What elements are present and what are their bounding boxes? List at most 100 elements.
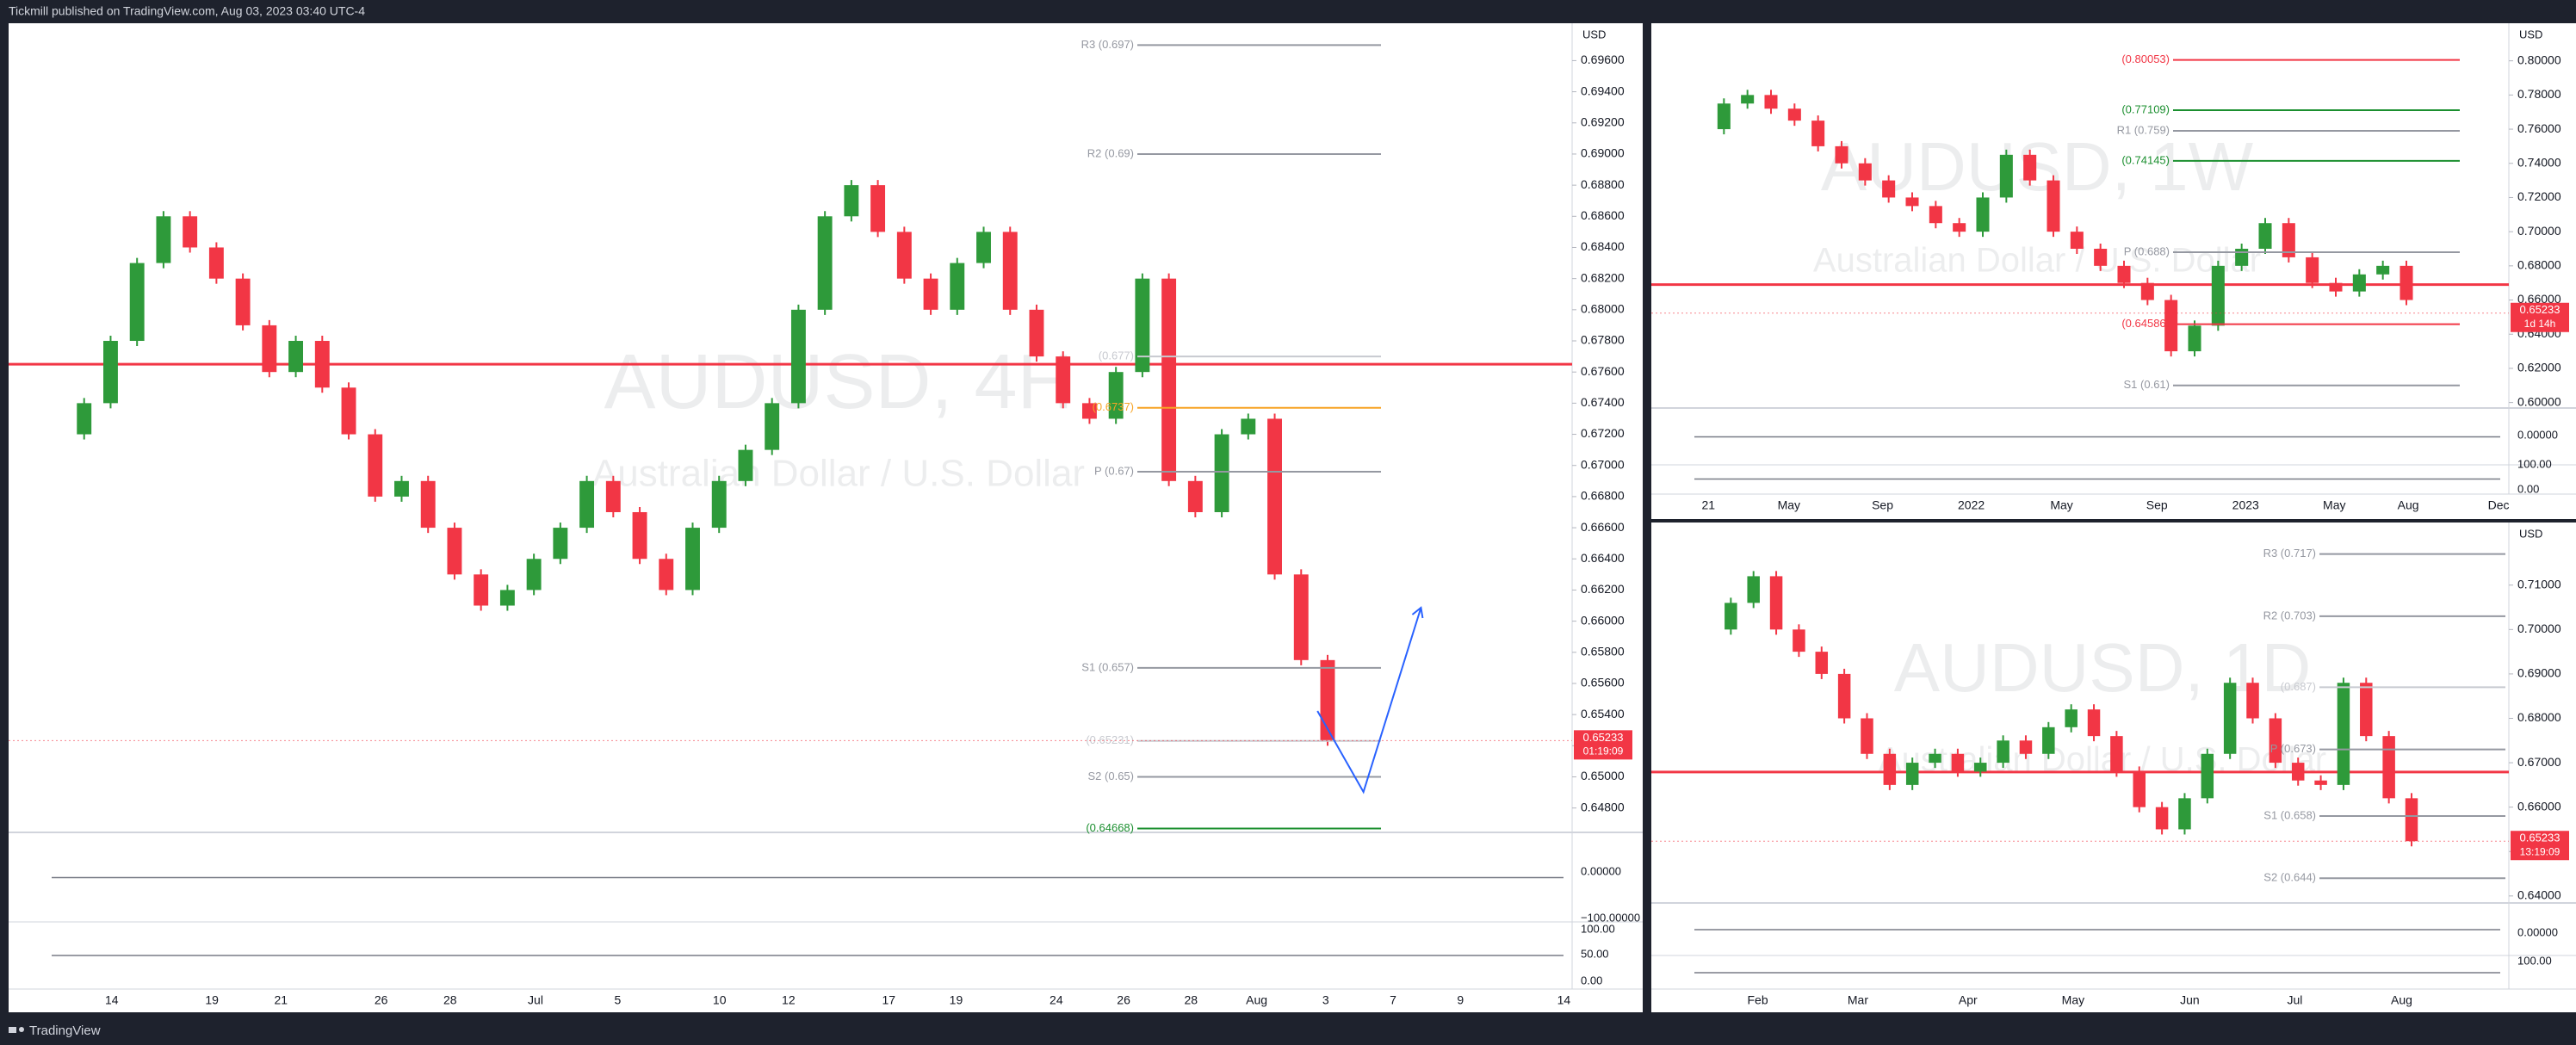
pivot-label: (0.6737) — [1093, 400, 1134, 413]
candle-body — [1764, 95, 1778, 109]
time-label: 12 — [782, 993, 796, 1007]
price-tick-label: 0.68600 — [1581, 208, 1625, 222]
price-tick-label: 0.65600 — [1581, 676, 1625, 689]
candle — [1717, 98, 1731, 135]
time-label: Feb — [1747, 993, 1768, 1007]
pivot-label: S2 (0.644) — [2263, 871, 2316, 884]
price-tick-label: 0.78000 — [2517, 87, 2561, 101]
candle — [2065, 704, 2078, 733]
candle — [632, 506, 647, 565]
candle — [1793, 624, 1805, 658]
indicator-axis-label: 100.00 — [1581, 922, 1615, 935]
candle — [2047, 175, 2060, 238]
pivot-label: P (0.67) — [1094, 464, 1134, 477]
pivot-label: (0.80053) — [2121, 53, 2170, 65]
candle-body — [1811, 121, 1825, 146]
candle-body — [314, 341, 330, 388]
pivot-label: (0.74145) — [2121, 153, 2170, 166]
candle — [2140, 277, 2154, 306]
chart-panel: AUDUSD, 4H Australian Dollar / U.S. Dolla… — [9, 23, 1643, 1012]
candle-body — [1882, 180, 1896, 198]
candle-body — [262, 325, 277, 373]
pivot-label: R2 (0.69) — [1087, 146, 1134, 159]
candle-body — [553, 528, 568, 560]
price-tick-label: 0.67800 — [1581, 333, 1625, 347]
candle — [2291, 757, 2305, 786]
indicator-axis-label: 0.00000 — [2517, 925, 2558, 938]
candle-body — [632, 511, 647, 560]
candle — [1764, 90, 1778, 114]
candle-body — [1953, 223, 1966, 232]
candle-body — [950, 263, 965, 310]
last-price-timer: 13:19:09 — [2520, 845, 2561, 857]
candle — [314, 336, 330, 393]
candle — [1002, 226, 1018, 315]
time-label: May — [2062, 993, 2084, 1007]
candle-body — [2042, 727, 2055, 754]
candle-body — [2094, 248, 2108, 266]
candle-body — [1837, 673, 1851, 719]
candle — [1929, 201, 1942, 229]
candle — [2246, 677, 2259, 724]
time-label: May — [2050, 498, 2072, 512]
candle — [1999, 149, 2013, 203]
candle-body — [288, 341, 304, 373]
pivot-label: S2 (0.65) — [1088, 770, 1134, 782]
price-tick-label: 0.69600 — [1581, 53, 1625, 66]
price-tick-label: 0.66400 — [1581, 551, 1625, 565]
currency-label: USD — [1582, 28, 1606, 40]
candle-body — [1135, 278, 1150, 373]
candle-body — [394, 480, 409, 497]
candle — [976, 226, 991, 269]
candle — [2019, 735, 2033, 759]
candle — [1905, 757, 1919, 790]
candle — [2155, 801, 2169, 835]
candle-body — [923, 278, 938, 310]
candle — [1741, 90, 1755, 109]
price-tick-label: 0.62000 — [2517, 361, 2561, 374]
time-label: 14 — [1557, 993, 1571, 1007]
price-tick-label: 0.66200 — [1581, 582, 1625, 596]
time-label: 24 — [1050, 993, 1063, 1007]
time-label: 2022 — [1958, 498, 1985, 512]
price-tick-label: 0.68000 — [1581, 302, 1625, 316]
indicator-axis-label: 0.00000 — [2517, 428, 2558, 441]
candle-body — [1974, 763, 1987, 772]
candle-body — [499, 590, 515, 606]
candle — [2314, 775, 2327, 790]
time-label: Apr — [1959, 993, 1978, 1007]
candle — [2188, 320, 2201, 357]
candle-body — [1108, 372, 1124, 419]
time-label: 21 — [1702, 498, 1716, 512]
candle-body — [1858, 163, 1872, 181]
time-label: May — [1778, 498, 1800, 512]
time-label: 9 — [1457, 993, 1464, 1007]
candle-body — [1717, 103, 1731, 130]
candle — [183, 211, 198, 253]
candle-body — [183, 216, 198, 248]
price-tick-label: 0.76000 — [2517, 121, 2561, 135]
candle-body — [2258, 223, 2272, 249]
candle-body — [1769, 576, 1783, 630]
price-tick-label: 0.67000 — [1581, 457, 1625, 471]
candle — [790, 304, 806, 409]
candle-body — [2087, 709, 2101, 737]
candle-body — [1056, 356, 1071, 404]
candle-body — [2329, 282, 2343, 292]
candle-body — [526, 559, 542, 591]
candle — [1787, 103, 1801, 127]
indicator-axis-label: 0.00000 — [1581, 864, 1621, 877]
candle — [2110, 731, 2123, 777]
candle — [394, 475, 409, 502]
candle — [1135, 273, 1150, 378]
last-price-timer: 01:19:09 — [1583, 745, 1624, 757]
candle — [474, 569, 489, 611]
candle — [1293, 569, 1309, 665]
last-price-timer: 1d 14h — [2524, 318, 2556, 330]
candle-body — [870, 185, 886, 232]
candle-body — [2360, 683, 2373, 737]
last-price-label: 0.65233 — [2520, 303, 2561, 316]
candle-body — [2306, 257, 2319, 283]
candle — [288, 336, 304, 378]
pivot-label: P (0.688) — [2124, 244, 2170, 257]
